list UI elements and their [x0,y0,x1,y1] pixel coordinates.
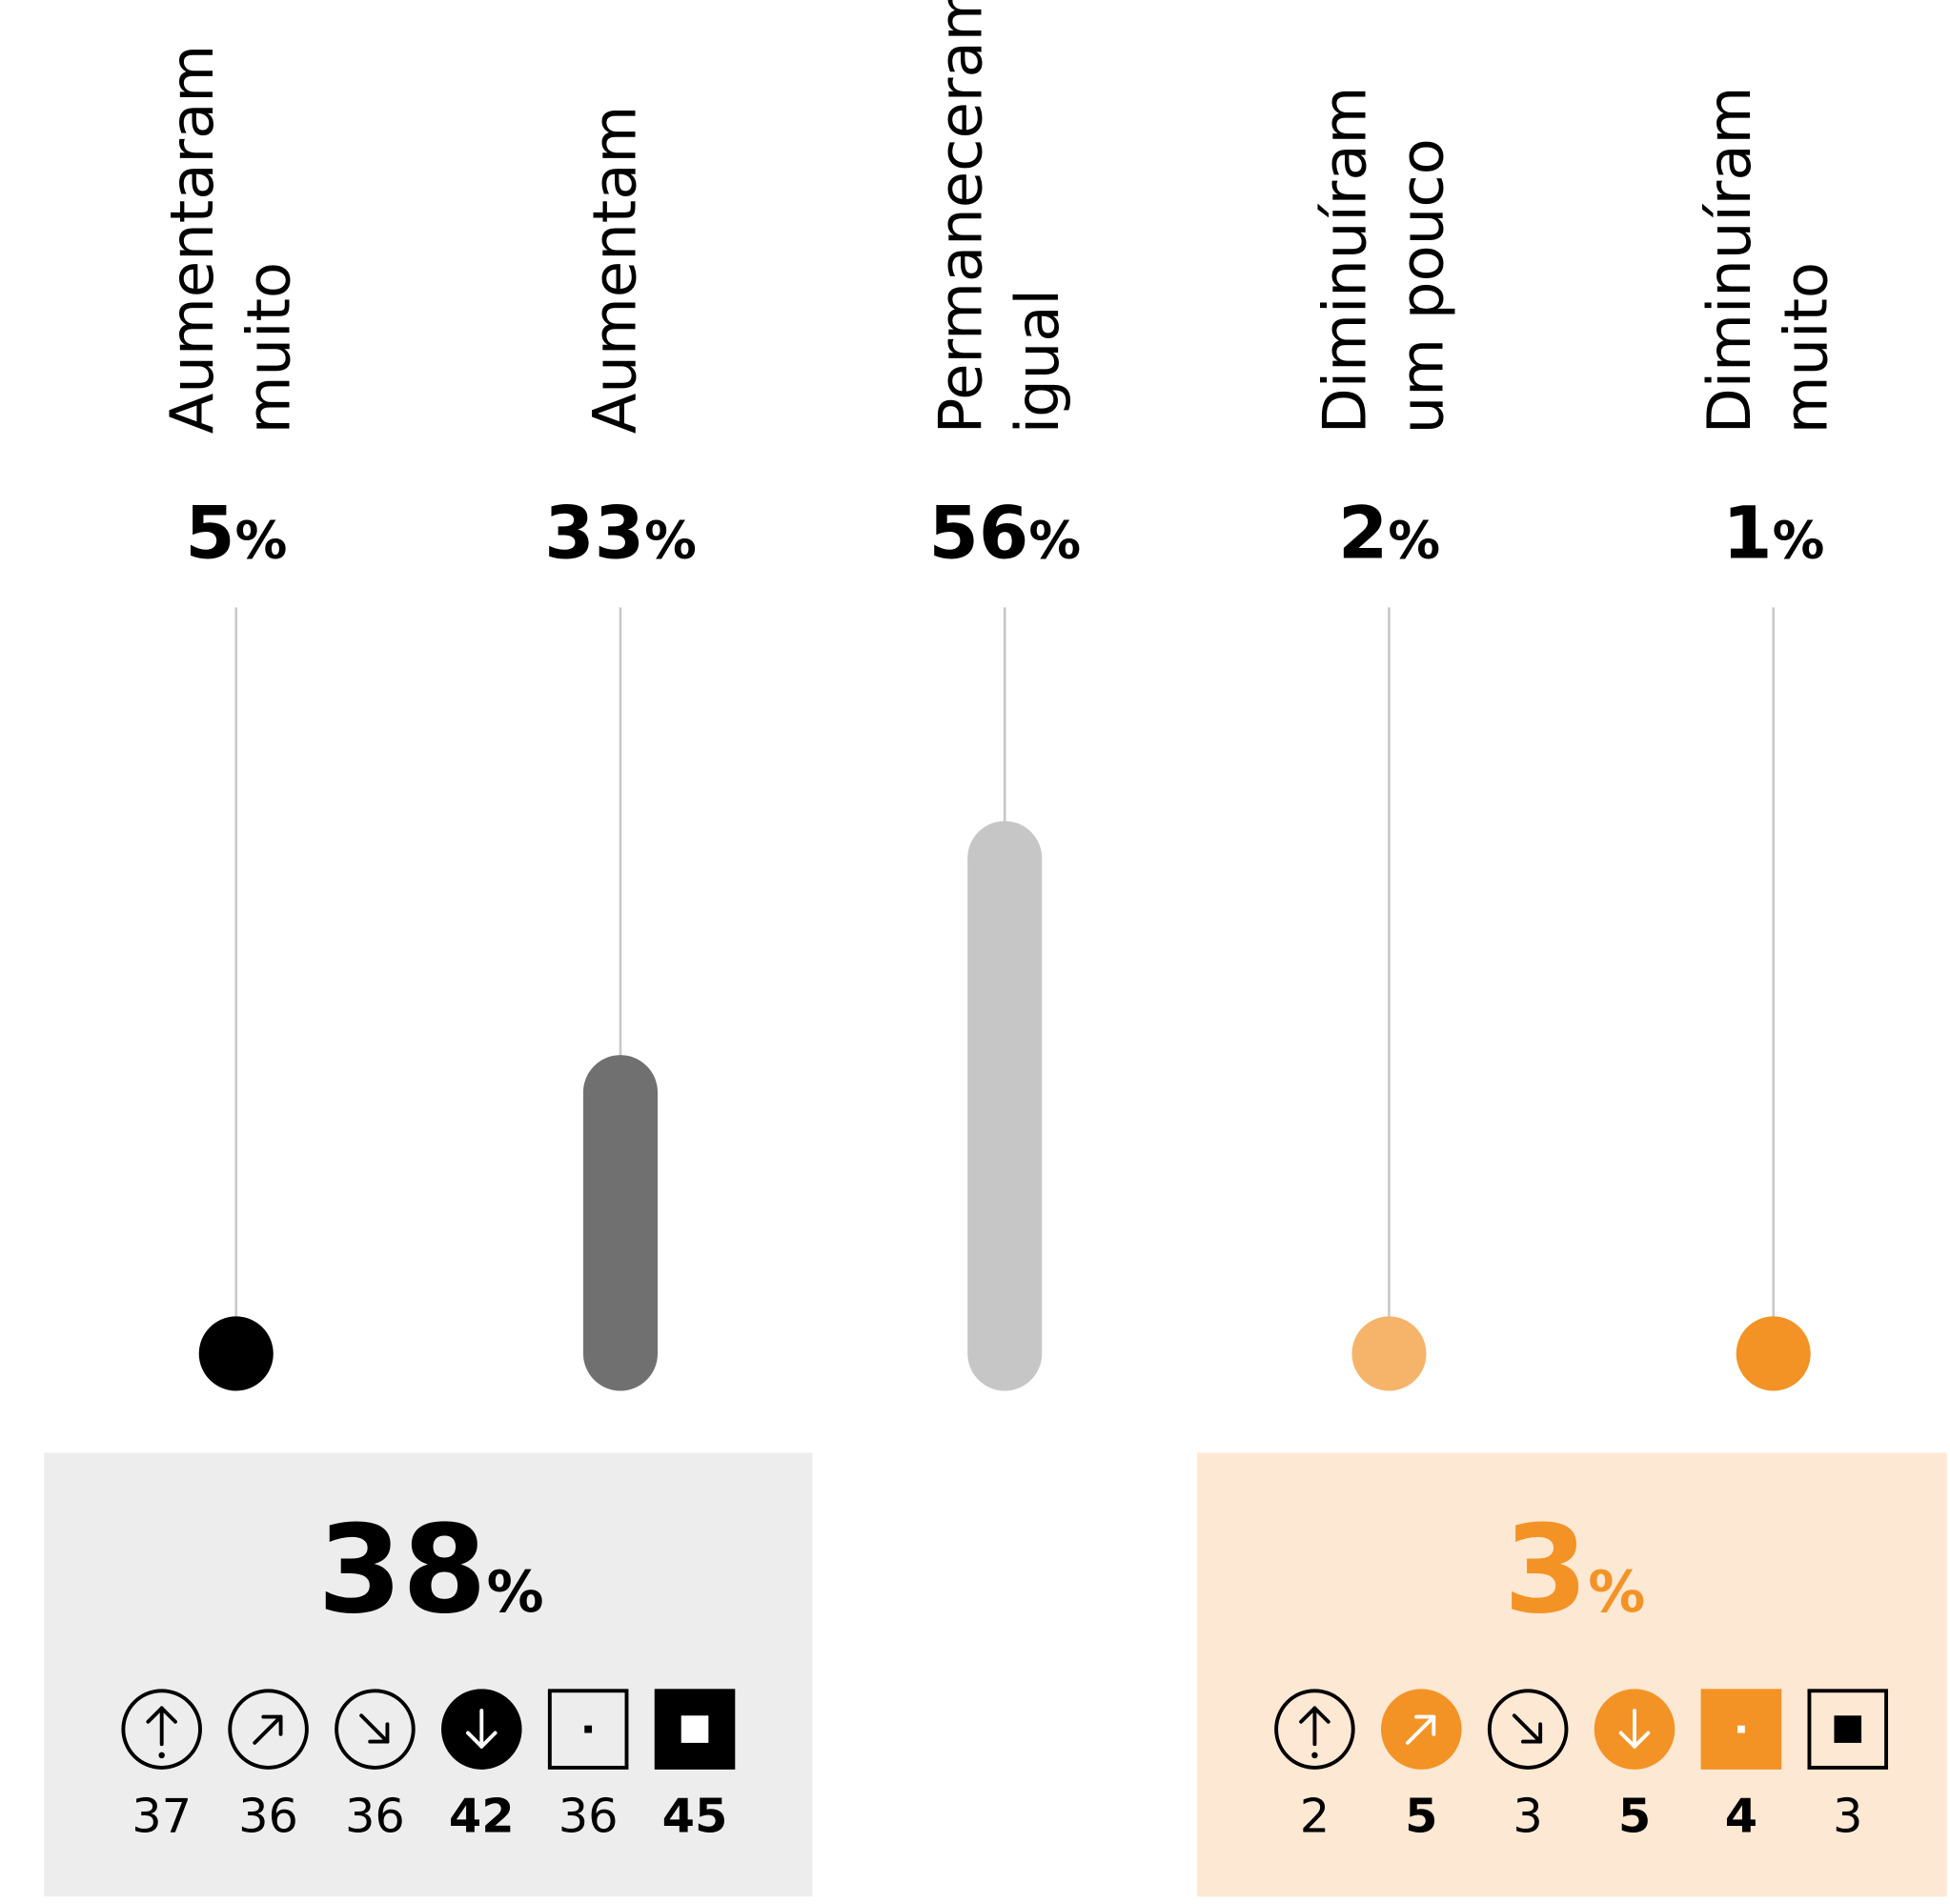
icon-dot [1737,1725,1745,1733]
category-label: igual [1003,289,1072,434]
value-label: 1% [1722,491,1824,575]
icon [228,1689,309,1770]
summary-item-value: 2 [1300,1789,1330,1844]
summary-box [44,1452,813,1897]
bar [582,1055,658,1391]
summary-item-value: 3 [1833,1789,1862,1844]
category-label: Aumentaram [157,45,227,435]
bar [1736,1316,1811,1391]
summary-item-value: 4 [1725,1789,1757,1844]
icon-inner [680,1715,709,1743]
icon-circle [1487,1689,1569,1770]
icon-dot [1311,1752,1318,1759]
category-label: Diminuíram [1695,87,1764,435]
icon [1274,1689,1355,1770]
icon [121,1689,202,1770]
summary-item-value: 36 [559,1789,619,1844]
value-unit: % [1388,509,1440,570]
icon [1700,1689,1782,1770]
value-number: 56 [928,491,1028,575]
summary-value: 3% [1504,1500,1646,1641]
value-unit: % [235,509,288,570]
icon-dot [158,1752,165,1759]
icon-stroke [466,1731,484,1749]
category-label: muito [234,262,304,434]
summary-item-value: 36 [345,1789,405,1844]
summary-item-value: 45 [662,1789,728,1844]
icon [335,1689,416,1770]
summary-value: 38% [317,1500,543,1641]
summary-unit: % [487,1559,544,1626]
summary-item-value: 36 [238,1789,298,1844]
category-label: um pouco [1387,138,1456,434]
icon [547,1689,629,1770]
value-unit: % [1028,509,1081,570]
category-label: muito [1772,262,1841,434]
value-label: 33% [544,491,697,575]
icon [1594,1689,1676,1770]
value-unit: % [1773,509,1825,570]
icon-circle [228,1689,309,1770]
summary-item-value: 37 [132,1789,192,1844]
value-label: 56% [928,491,1081,575]
icon-stroke [146,1706,164,1724]
category-label: Aumentam [580,106,650,435]
category-label: Diminuíram [1310,87,1380,435]
summary-unit: % [1588,1559,1645,1626]
icon-dot [584,1725,593,1733]
icon-stroke [1618,1731,1636,1749]
icon-square [1807,1689,1889,1770]
icon-circle [121,1689,202,1770]
summary-number: 3 [1504,1500,1589,1641]
icon-stroke [159,1706,177,1724]
value-unit: % [644,509,697,570]
summary-box [1196,1452,1947,1897]
icon-square [547,1689,629,1770]
icon-circle [1274,1689,1355,1770]
icon [1381,1689,1462,1770]
icon-stroke [359,1713,390,1744]
icon-stroke [1406,1714,1436,1745]
icon [441,1689,522,1770]
icon-stroke [1312,1706,1330,1724]
value-label: 2% [1338,491,1440,575]
value-number: 1 [1722,491,1773,575]
value-number: 5 [185,491,235,575]
summary-item-value: 5 [1405,1789,1437,1844]
icon-stroke [479,1731,498,1749]
icon-stroke [1299,1706,1317,1724]
icon-stroke [253,1714,283,1745]
icon-circle [335,1689,416,1770]
icon-inner [1834,1715,1862,1743]
summary-number: 38 [317,1500,486,1641]
summary-item-value: 5 [1618,1789,1651,1844]
bar [198,1316,274,1391]
icon-stroke [1633,1731,1651,1749]
icon-stroke [1512,1713,1543,1744]
icon [1487,1689,1569,1770]
bar [1351,1316,1427,1391]
value-number: 33 [544,491,644,575]
summary-item-value: 3 [1513,1789,1542,1844]
value-number: 2 [1338,491,1389,575]
value-label: 5% [185,491,287,575]
icon [654,1689,736,1770]
bar [967,820,1043,1391]
summary-item-value: 42 [449,1789,515,1844]
category-label: Permaneceram [926,0,996,434]
icon [1807,1689,1889,1770]
